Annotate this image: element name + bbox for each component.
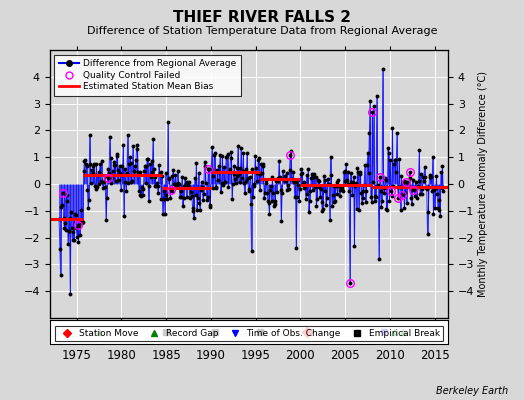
Text: 2015: 2015	[420, 349, 450, 362]
Text: 1975: 1975	[62, 349, 92, 362]
Text: Berkeley Earth: Berkeley Earth	[436, 386, 508, 396]
Text: 1990: 1990	[196, 349, 226, 362]
Text: 1995: 1995	[241, 349, 270, 362]
Text: 2000: 2000	[286, 349, 315, 362]
Text: Difference of Station Temperature Data from Regional Average: Difference of Station Temperature Data f…	[87, 26, 437, 36]
Text: 1985: 1985	[151, 349, 181, 362]
Legend: Station Move, Record Gap, Time of Obs. Change, Empirical Break: Station Move, Record Gap, Time of Obs. C…	[55, 326, 443, 341]
Text: THIEF RIVER FALLS 2: THIEF RIVER FALLS 2	[173, 10, 351, 25]
Legend: Difference from Regional Average, Quality Control Failed, Estimated Station Mean: Difference from Regional Average, Qualit…	[54, 54, 241, 96]
Text: 1980: 1980	[106, 349, 136, 362]
Y-axis label: Monthly Temperature Anomaly Difference (°C): Monthly Temperature Anomaly Difference (…	[478, 71, 488, 297]
Text: 2005: 2005	[330, 349, 360, 362]
Text: 2010: 2010	[375, 349, 405, 362]
